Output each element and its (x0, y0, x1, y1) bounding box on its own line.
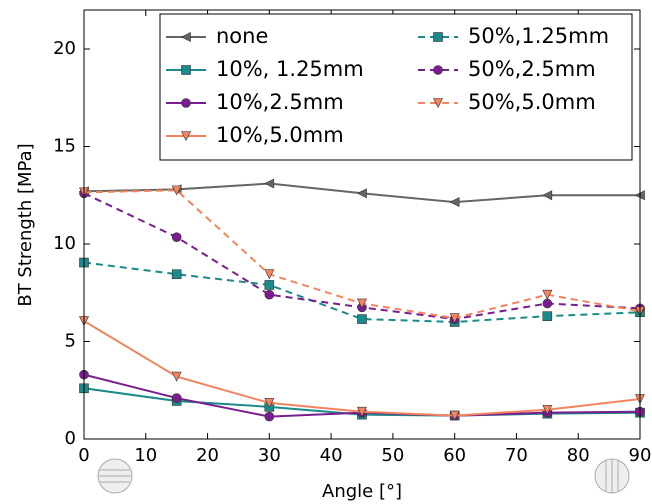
series-line (83, 261, 641, 324)
y-tick-label: 0 (65, 428, 76, 449)
legend-marker (181, 98, 191, 108)
legend-marker (180, 32, 191, 42)
x-tick-label: 10 (134, 445, 157, 466)
legend-label: 50%,1.25mm (468, 24, 609, 48)
data-point (264, 269, 275, 280)
data-point (449, 410, 460, 421)
x-tick-label: 90 (629, 445, 652, 466)
data-point (449, 197, 460, 208)
data-point (171, 232, 182, 242)
legend-label: 50%,2.5mm (468, 57, 596, 81)
corner-icon-right (594, 458, 630, 494)
corner-icon-left (97, 458, 133, 494)
data-point (542, 404, 553, 415)
y-tick-label: 5 (65, 331, 76, 352)
data-point (449, 313, 460, 324)
x-tick-label: 30 (258, 445, 281, 466)
data-point (264, 280, 275, 290)
data-point (171, 185, 182, 196)
legend-label: none (216, 24, 268, 48)
data-point (356, 188, 367, 199)
legend-box (159, 13, 633, 161)
x-axis-label: Angle [°] (322, 481, 402, 502)
series-line (83, 320, 641, 417)
data-point (264, 398, 275, 409)
data-point (357, 314, 367, 324)
x-tick-label: 70 (505, 445, 528, 466)
x-tick-label: 20 (196, 445, 219, 466)
legend-marker (181, 131, 191, 142)
data-point (542, 311, 553, 321)
x-tick-label: 40 (320, 445, 343, 466)
legend-label: 10%,5.0mm (216, 123, 344, 147)
data-point (171, 269, 182, 280)
data-point (542, 289, 553, 300)
data-point (264, 178, 275, 189)
data-point (542, 190, 553, 201)
data-point (264, 289, 275, 300)
y-axis-label: BT Strength [MPa] (15, 143, 36, 306)
y-tick-label: 20 (53, 38, 76, 59)
data-point (171, 371, 182, 382)
data-point (171, 393, 182, 403)
data-point (357, 298, 367, 309)
legend-marker (433, 65, 443, 75)
data-point (357, 406, 367, 417)
legend-marker (433, 32, 443, 42)
legend-label: 10%,2.5mm (216, 90, 344, 114)
x-tick-label: 80 (567, 445, 590, 466)
legend: none 10%, 1.25mm 10%,2.5mm 10%,5.0mm 50%,1.2… (159, 13, 633, 161)
x-tick-label: 0 (78, 445, 89, 466)
x-tick-label: 60 (443, 445, 466, 466)
legend-marker (433, 98, 443, 109)
legend-label: 10%, 1.25mm (216, 57, 364, 81)
data-point (264, 411, 275, 422)
x-tick-label: 50 (381, 445, 404, 466)
data-point (542, 298, 553, 309)
legend-label: 50%,5.0mm (468, 90, 596, 114)
y-tick-label: 15 (53, 136, 76, 157)
plot-frame (83, 9, 641, 440)
legend-marker (181, 65, 191, 75)
y-tick-label: 10 (53, 233, 76, 254)
